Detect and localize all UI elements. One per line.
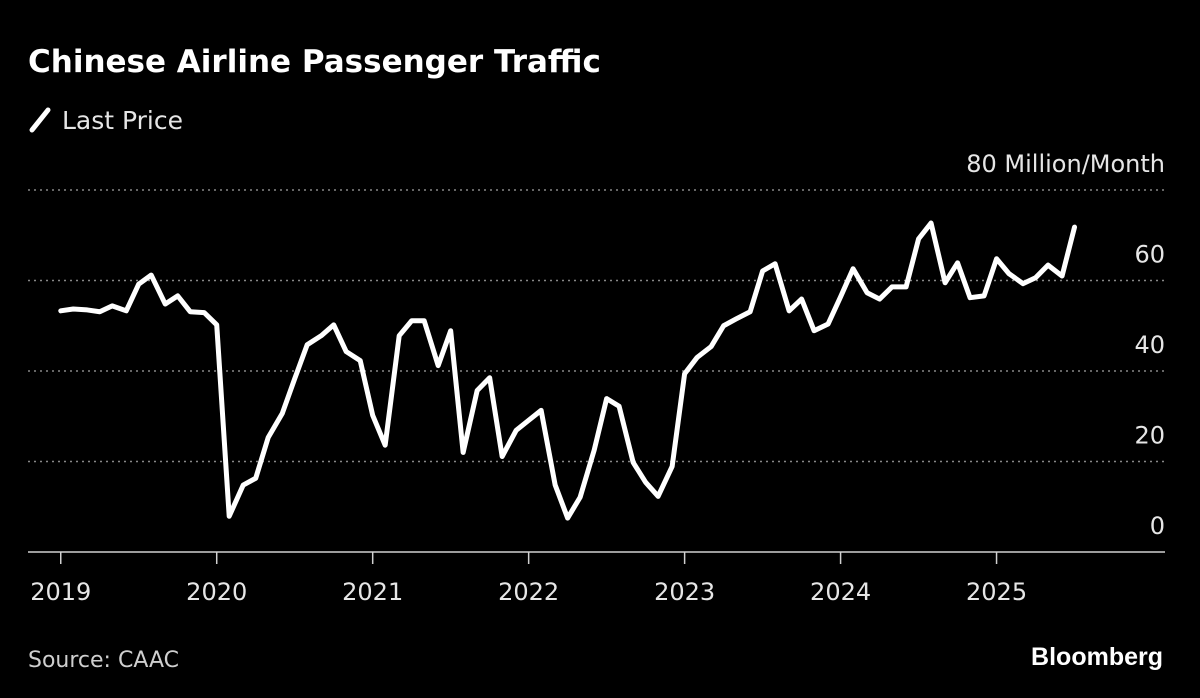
chart-title: Chinese Airline Passenger Traffic [28,44,601,80]
x-tick-label: 2019 [30,578,91,606]
line-series [58,220,1078,521]
x-tick-label: 2020 [186,578,247,606]
y-tick-label: 80 Million/Month [966,150,1165,178]
y-tick-label: 40 [1134,331,1165,359]
x-tick-label: 2023 [654,578,715,606]
y-tick-label: 20 [1134,422,1165,450]
branding: Bloomberg [1031,643,1163,671]
x-tick-label: 2022 [498,578,559,606]
x-tick-label: 2025 [966,578,1027,606]
source: Source: CAAC [28,648,179,673]
x-tick-label: 2024 [810,578,871,606]
y-tick-label: 60 [1134,241,1165,269]
y-tick-label: 0 [1150,512,1165,540]
x-tick-label: 2021 [342,578,403,606]
legend-icon [29,107,51,133]
legend-label: Last Price [62,106,183,135]
